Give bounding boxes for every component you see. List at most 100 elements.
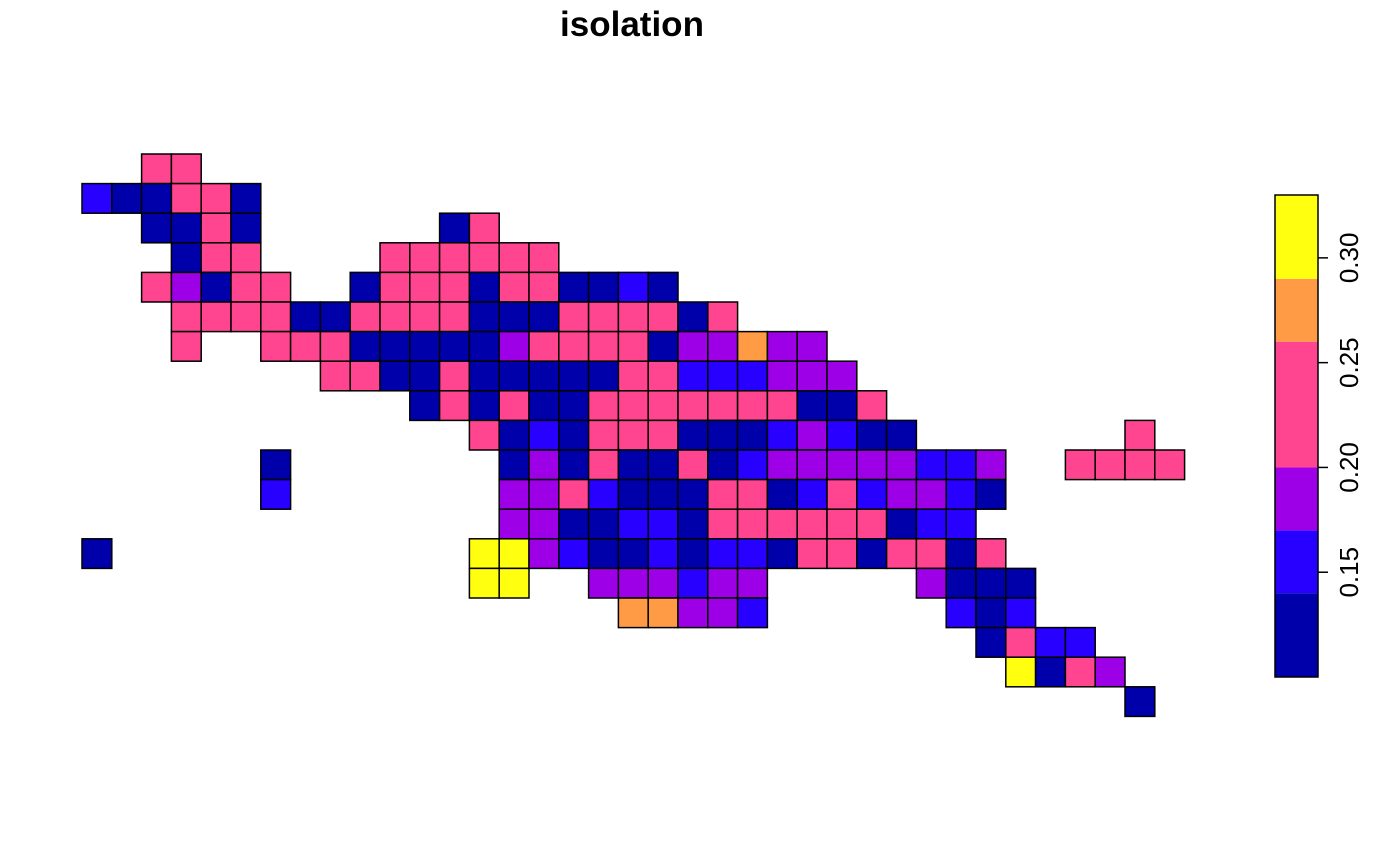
heatmap-cell xyxy=(438,301,471,333)
heatmap-cell xyxy=(647,567,679,599)
heatmap-cell xyxy=(617,478,649,510)
heatmap-cell xyxy=(558,419,590,451)
heatmap-cell xyxy=(230,271,262,303)
heatmap-cell xyxy=(707,360,739,392)
heatmap-cell xyxy=(915,538,947,570)
heatmap-cell xyxy=(260,449,292,481)
heatmap-cell xyxy=(617,271,649,303)
legend-color-band xyxy=(1275,195,1318,279)
heatmap-cell xyxy=(498,538,530,570)
heatmap-cell xyxy=(558,508,590,540)
heatmap-cell xyxy=(468,271,500,303)
heatmap-cell xyxy=(528,242,560,274)
heatmap-cell xyxy=(438,360,471,392)
heatmap-cell xyxy=(558,449,590,481)
heatmap-cell xyxy=(379,360,411,392)
heatmap-cell xyxy=(707,301,739,333)
legend-color-band xyxy=(1275,593,1318,677)
heatmap-cell xyxy=(707,597,739,629)
heatmap-cell xyxy=(498,360,530,392)
heatmap-cell xyxy=(796,449,828,481)
heatmap-cell xyxy=(1124,686,1156,718)
legend-tick-label: 0.25 xyxy=(1334,337,1364,388)
heatmap-cell xyxy=(81,538,113,570)
heatmap-cell xyxy=(438,212,471,244)
heatmap-cell xyxy=(1005,626,1037,658)
heatmap-cell xyxy=(677,330,709,362)
heatmap-cell xyxy=(617,360,649,392)
heatmap-cell xyxy=(736,390,769,422)
heatmap-cell xyxy=(558,390,590,422)
heatmap-cell xyxy=(170,153,202,185)
heatmap-cell xyxy=(558,538,590,570)
heatmap-cell xyxy=(170,271,202,303)
heatmap-cell xyxy=(468,360,500,392)
heatmap-cell xyxy=(468,538,500,570)
heatmap-cell xyxy=(200,301,232,333)
heatmap-cell xyxy=(826,508,858,540)
heatmap-cell xyxy=(1005,597,1037,629)
heatmap-cell xyxy=(856,538,888,570)
heatmap-cells xyxy=(81,153,1186,718)
heatmap-cell xyxy=(468,390,500,422)
heatmap-cell xyxy=(766,449,798,481)
legend-color-band xyxy=(1275,278,1318,342)
heatmap-cell xyxy=(528,301,560,333)
heatmap-cell xyxy=(468,330,500,362)
color-legend: 0.15 0.20 0.25 0.30 xyxy=(1274,194,1364,678)
heatmap-cell xyxy=(379,242,411,274)
heatmap-cell xyxy=(677,597,709,629)
legend-tick-label: 0.30 xyxy=(1334,233,1364,284)
heatmap-cell xyxy=(319,360,351,392)
heatmap-cell xyxy=(498,419,530,451)
heatmap-cell xyxy=(587,271,620,303)
heatmap-cell xyxy=(1064,656,1096,688)
heatmap-cell xyxy=(528,508,560,540)
heatmap-cell xyxy=(945,449,977,481)
heatmap-cell xyxy=(140,182,173,214)
heatmap-cell xyxy=(587,478,620,510)
heatmap-cell xyxy=(409,360,441,392)
heatmap-cell xyxy=(498,478,530,510)
heatmap-cell xyxy=(200,271,232,303)
heatmap-cell xyxy=(170,212,202,244)
heatmap-cell xyxy=(796,360,828,392)
heatmap-cell xyxy=(945,508,977,540)
heatmap-cell xyxy=(677,390,709,422)
heatmap-cell xyxy=(558,301,590,333)
heatmap-cell xyxy=(528,478,560,510)
heatmap-cell xyxy=(647,508,679,540)
heatmap-cell xyxy=(230,242,262,274)
heatmap-cell xyxy=(498,390,530,422)
heatmap-cell xyxy=(766,538,798,570)
heatmap-cell xyxy=(647,360,679,392)
heatmap-cell xyxy=(736,330,769,362)
heatmap-cell xyxy=(528,419,560,451)
heatmap-cell xyxy=(826,538,858,570)
heatmap-cell xyxy=(558,330,590,362)
heatmap-cell xyxy=(796,508,828,540)
legend-color-band xyxy=(1275,341,1318,468)
heatmap-cell xyxy=(975,449,1007,481)
heatmap-cell xyxy=(349,360,381,392)
heatmap-cell xyxy=(558,360,590,392)
heatmap-cell xyxy=(1094,449,1126,481)
heatmap-cell xyxy=(915,567,947,599)
legend-color-band xyxy=(1275,467,1318,531)
heatmap-cell xyxy=(677,478,709,510)
heatmap-cell xyxy=(379,271,411,303)
heatmap-cell xyxy=(438,390,471,422)
heatmap-cell xyxy=(1094,656,1126,688)
heatmap-cell xyxy=(230,212,262,244)
heatmap-cell xyxy=(677,508,709,540)
heatmap-cell xyxy=(170,301,202,333)
heatmap-cell xyxy=(528,449,560,481)
heatmap-cell xyxy=(885,419,918,451)
heatmap-cell xyxy=(140,153,173,185)
heatmap-cell xyxy=(1064,449,1096,481)
heatmap-cell xyxy=(587,567,620,599)
heatmap-cell xyxy=(409,390,441,422)
heatmap-cell xyxy=(438,330,471,362)
heatmap-cell xyxy=(677,360,709,392)
heatmap-cell xyxy=(289,330,322,362)
